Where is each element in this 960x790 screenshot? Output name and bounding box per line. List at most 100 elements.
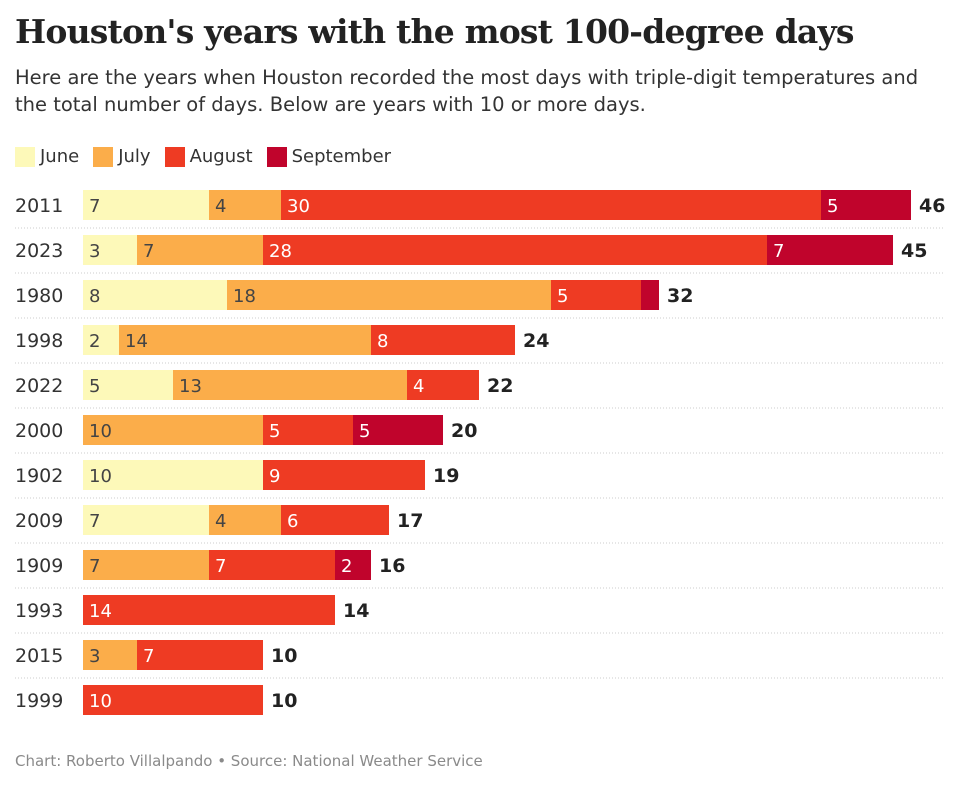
bar-segment-september [353,415,443,445]
bar-segment-september [641,280,659,310]
legend-swatch [93,146,114,167]
data-label: 2 [89,331,100,352]
total-label: 22 [487,375,513,397]
legend-label: August [189,146,253,167]
bar-segment-august [281,190,821,220]
data-label: 4 [215,196,226,217]
total-label: 32 [667,285,693,307]
chart-source: Chart: Roberto Villalpando • Source: Nat… [15,752,483,770]
bar-segment-august [209,550,335,580]
data-label: 10 [89,421,112,442]
bar-segment-august [263,460,425,490]
data-label: 5 [359,421,370,442]
total-label: 20 [451,420,477,442]
bar-segment-july [209,505,281,535]
data-label: 30 [287,196,310,217]
data-label: 6 [287,511,298,532]
total-label: 45 [901,240,927,262]
bar-segment-july [83,640,137,670]
chart-subtitle: Here are the years when Houston recorded… [15,66,919,116]
category-label: 2022 [15,375,63,397]
bar-segment-august [83,595,335,625]
category-label: 1980 [15,285,63,307]
bar-segment-june [83,235,137,265]
category-label: 1999 [15,690,63,712]
data-label: 8 [377,331,388,352]
bar-segment-june [83,325,119,355]
bar-segment-august [83,685,263,715]
data-label: 14 [89,601,112,622]
legend-item-july: July [93,146,151,167]
chart-title: Houston's years with the most 100-degree… [15,12,854,51]
data-label: 10 [89,691,112,712]
legend-swatch [15,146,35,167]
data-label: 10 [89,466,112,487]
total-label: 46 [919,195,945,217]
data-label: 7 [143,241,154,262]
data-label: 8 [89,286,100,307]
bar-segment-july [83,415,263,445]
bar-segment-june [83,370,173,400]
data-label: 7 [89,511,100,532]
data-label: 3 [89,241,100,262]
data-label: 4 [413,376,424,397]
category-label: 2015 [15,645,63,667]
bar-segment-june [83,190,209,220]
bar-segment-july [209,190,281,220]
legend-label: June [40,146,80,167]
bar-segment-june [83,280,227,310]
data-label: 3 [89,646,100,667]
data-label: 9 [269,466,280,487]
data-label: 7 [143,646,154,667]
bar-segment-september [767,235,893,265]
category-label: 2000 [15,420,63,442]
category-label: 1902 [15,465,63,487]
data-label: 7 [773,241,784,262]
total-label: 10 [271,690,297,712]
total-label: 14 [343,600,369,622]
category-label: 1998 [15,330,63,352]
legend-swatch [266,146,287,167]
data-label: 4 [215,511,226,532]
legend-item-september: September [266,146,392,167]
legend-label: September [291,146,392,167]
data-label: 7 [215,556,226,577]
total-label: 19 [433,465,459,487]
total-label: 24 [523,330,549,352]
data-label: 7 [89,556,100,577]
data-label: 5 [827,196,838,217]
bar-segment-september [335,550,371,580]
data-label: 28 [269,241,292,262]
bar-segment-august [281,505,389,535]
data-label: 5 [557,286,568,307]
data-label: 13 [179,376,202,397]
bar-segment-july [173,370,407,400]
bar-segment-june [83,460,263,490]
data-label: 18 [233,286,256,307]
bar-segment-august [407,370,479,400]
bar-segment-september [821,190,911,220]
total-label: 10 [271,645,297,667]
data-label: 5 [269,421,280,442]
bar-segment-august [137,640,263,670]
legend-item-june: June [15,146,79,167]
bar-segment-august [263,235,767,265]
bar-segment-august [371,325,515,355]
bar-segment-july [83,550,209,580]
data-label: 5 [89,376,100,397]
category-label: 2023 [15,240,63,262]
category-label: 1993 [15,600,63,622]
bar-segment-august [263,415,353,445]
category-label: 1909 [15,555,63,577]
data-label: 14 [125,331,148,352]
legend-swatch [164,146,185,167]
legend-item-august: August [164,146,253,167]
bar-segment-august [551,280,641,310]
bar-segment-june [83,505,209,535]
data-label: 2 [341,556,352,577]
legend: June July August September [15,146,391,167]
bar-segment-july [227,280,551,310]
total-label: 16 [379,555,405,577]
data-label: 7 [89,196,100,217]
